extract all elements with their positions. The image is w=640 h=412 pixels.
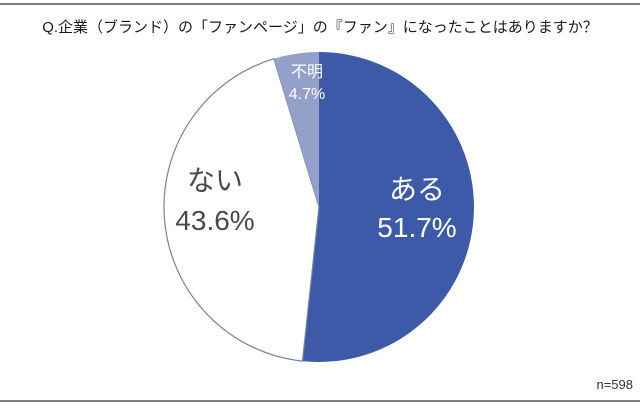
slice-percent: 43.6% [175,205,255,236]
pie-slice-2 [163,57,320,362]
pie-slice-3 [273,52,319,207]
slice-percent: 4.7% [288,86,326,103]
pie-slice-1 [302,52,474,363]
slice-label-nai: ない 43.6% [135,161,295,241]
slice-name: ある [388,174,445,205]
slice-name: 不明 [290,64,323,81]
sample-size-note: n=598 [596,377,633,392]
slice-name: ない [186,165,243,196]
slice-percent: 51.7% [377,212,457,243]
chart-title: Q.企業（ブランド）の「ファンページ」の『ファン』になったことはありますか？ [42,19,598,36]
slice-label-aru: ある 51.7% [337,171,497,247]
slice-label-fumei: 不明 4.7% [257,62,357,106]
bottom-border-line [0,400,640,402]
top-border-line [0,3,640,5]
